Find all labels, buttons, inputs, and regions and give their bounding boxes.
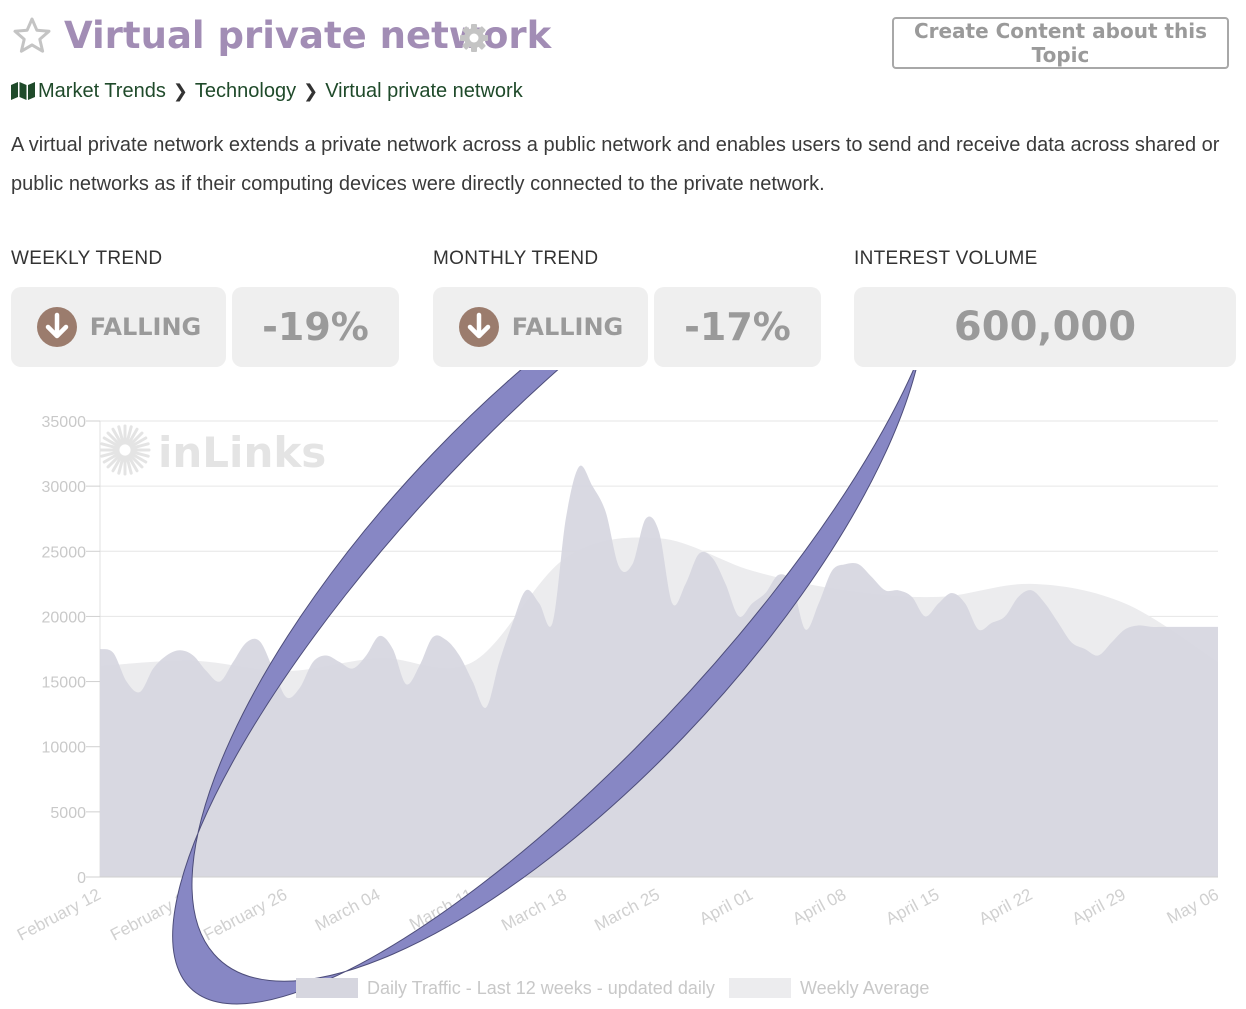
interest-volume-value: 600,000 — [953, 304, 1137, 350]
logo-ray — [111, 427, 123, 446]
logo-ray — [111, 454, 123, 473]
x-tick-label: March 04 — [312, 885, 383, 935]
y-tick-label: 15000 — [42, 675, 87, 692]
legend-daily-traffic[interactable]: Daily Traffic - Last 12 weeks - updated … — [296, 976, 715, 1000]
y-tick-label: 20000 — [42, 609, 87, 626]
logo-ray — [117, 455, 125, 475]
topic-description: A virtual private network extends a priv… — [11, 134, 1220, 195]
inlinks-watermark: inLinks — [99, 424, 326, 477]
logo-ray — [102, 452, 121, 464]
weekly-trend-status: FALLING — [89, 313, 202, 341]
breadcrumb-market-trends[interactable]: Market Trends — [38, 79, 166, 102]
chevron-right-icon: ❯ — [303, 80, 319, 101]
logo-ray — [130, 442, 150, 450]
star-icon[interactable] — [12, 16, 52, 56]
x-tick-label: April 29 — [1069, 885, 1129, 929]
weekly-trend-status-card: FALLING — [11, 287, 226, 367]
annotation-ellipse — [172, 370, 917, 1005]
logo-ray — [129, 452, 148, 464]
logo-ray — [129, 436, 148, 448]
x-tick-label: April 22 — [976, 885, 1036, 929]
monthly-trend-label: MONTHLY TREND — [433, 248, 599, 269]
daily-traffic-area — [100, 465, 1218, 877]
y-tick-label: 10000 — [42, 740, 87, 757]
monthly-trend-status: FALLING — [511, 313, 624, 341]
weekly-trend-change: -19% — [262, 305, 369, 349]
legend-weekly-average[interactable]: Weekly Average — [729, 976, 929, 1000]
x-tick-label: April 15 — [883, 885, 943, 929]
chevron-right-icon: ❯ — [172, 80, 188, 101]
logo-ray — [125, 455, 133, 475]
breadcrumb: Market Trends ❯ Technology ❯ Virtual pri… — [11, 77, 523, 105]
x-tick-label: February 12 — [14, 885, 104, 945]
interest-volume-label: INTEREST VOLUME — [854, 248, 1038, 269]
logo-ray — [127, 454, 139, 473]
arrow-down-circle-icon — [458, 307, 499, 347]
arrow-down-circle-icon — [36, 307, 77, 347]
weekly-trend-change-card: -19% — [232, 287, 399, 367]
logo-ray — [128, 431, 144, 447]
y-tick-label: 30000 — [42, 479, 87, 496]
x-tick-label: April 01 — [696, 885, 756, 929]
breadcrumb-technology[interactable]: Technology — [194, 79, 297, 102]
monthly-trend-status-card: FALLING — [433, 287, 648, 367]
interest-volume-card: 600,000 — [854, 287, 1236, 367]
legend-swatch — [296, 978, 358, 998]
gear-icon[interactable] — [458, 22, 490, 54]
legend-swatch — [729, 978, 791, 998]
x-tick-label: April 08 — [789, 885, 849, 929]
logo-ray — [102, 436, 121, 448]
y-tick-label: 25000 — [42, 544, 87, 561]
logo-ray — [100, 442, 120, 450]
logo-ray — [128, 453, 144, 469]
map-icon — [11, 82, 35, 100]
logo-ray — [106, 431, 122, 447]
legend-label: Weekly Average — [800, 977, 930, 998]
weekly-trend-label: WEEKLY TREND — [11, 248, 163, 269]
y-tick-label: 0 — [77, 870, 86, 887]
y-tick-label: 35000 — [42, 414, 87, 431]
create-content-button[interactable]: Create Content about this Topic — [892, 17, 1229, 69]
y-tick-label: 5000 — [50, 805, 86, 822]
x-tick-label: March 25 — [591, 885, 662, 935]
x-tick-label: March 18 — [498, 885, 569, 935]
logo-ray — [106, 453, 122, 469]
logo-ray — [125, 425, 133, 445]
logo-ray — [117, 425, 125, 445]
logo-ray — [130, 450, 150, 458]
watermark-text: inLinks — [158, 428, 326, 477]
logo-ray — [100, 450, 120, 458]
inlinks-logo-icon — [99, 424, 151, 476]
monthly-trend-change-card: -17% — [654, 287, 821, 367]
monthly-trend-change: -17% — [684, 305, 791, 349]
x-tick-label: February 26 — [200, 885, 290, 945]
breadcrumb-current-topic[interactable]: Virtual private network — [325, 79, 523, 102]
traffic-chart: inLinks 0 5000 10000 15000 20000 25000 30000 35… — [14, 370, 1222, 1005]
logo-ray — [127, 427, 139, 446]
legend-label: Daily Traffic - Last 12 weeks - updated … — [367, 977, 715, 998]
x-tick-label: May 06 — [1164, 885, 1222, 928]
y-axis-ticks: 0 5000 10000 15000 20000 25000 30000 35000 — [42, 414, 100, 887]
